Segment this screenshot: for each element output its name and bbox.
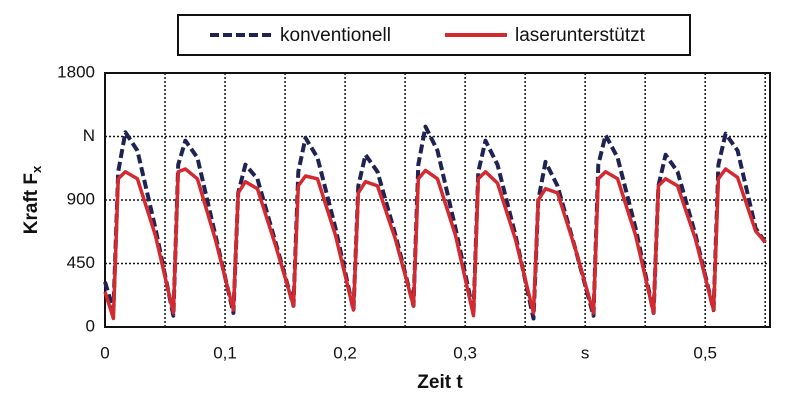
plot-frame xyxy=(104,72,771,328)
x-tick-label: 0 xyxy=(100,343,109,362)
y-tick-label: 0 xyxy=(86,316,95,335)
x-tick-label: 0,5 xyxy=(693,343,717,362)
x-tick-label: 0,2 xyxy=(333,343,357,362)
series-line xyxy=(103,124,767,321)
x-tick-label: 0,1 xyxy=(213,343,237,362)
legend-label: konventionell xyxy=(280,25,391,46)
y-axis-label: Kraft Fx xyxy=(21,165,44,234)
x-tick-label: s xyxy=(581,343,590,362)
legend-label: laserunterstützt xyxy=(515,25,646,46)
legend-box xyxy=(177,14,691,56)
y-tick-label: 1800 xyxy=(57,62,95,81)
y-label-sub: x xyxy=(29,165,44,173)
y-tick-label: 900 xyxy=(67,189,95,208)
y-tick-label: 450 xyxy=(67,253,95,272)
x-tick-label: 0,3 xyxy=(453,343,477,362)
y-label-main: Kraft F xyxy=(21,173,42,234)
y-tick-label: N xyxy=(83,126,95,145)
x-axis-label: Zeit t xyxy=(417,372,463,393)
series-line xyxy=(103,167,767,321)
